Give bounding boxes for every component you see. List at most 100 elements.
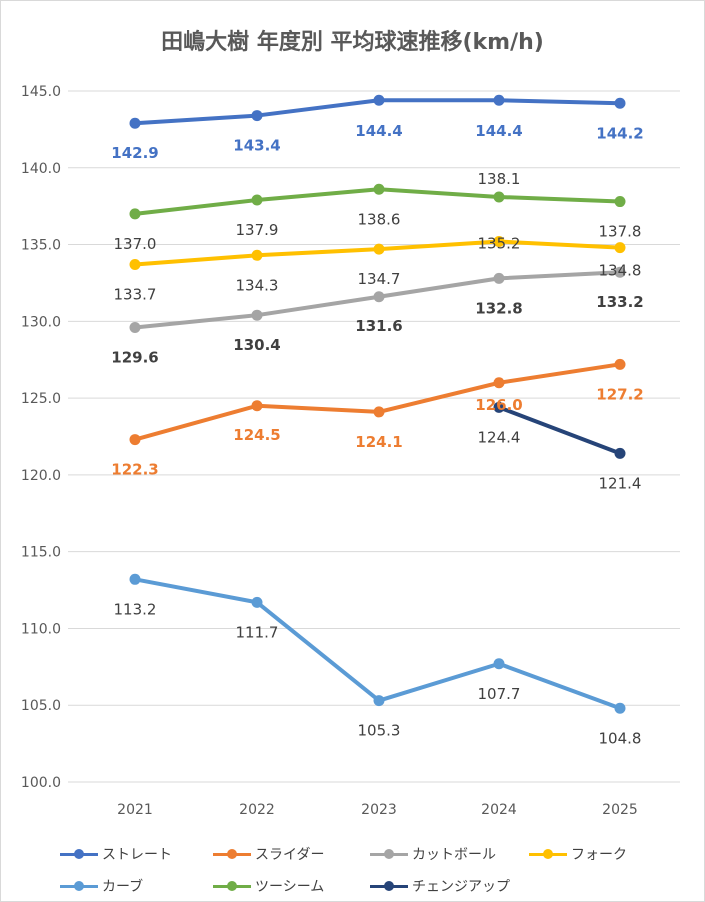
data-label: 138.6 — [358, 210, 401, 228]
data-label: 137.9 — [236, 221, 279, 239]
legend-swatch — [370, 880, 408, 892]
legend-label: チェンジアップ — [412, 879, 510, 895]
legend-swatch — [60, 880, 98, 892]
data-point — [614, 97, 626, 109]
legend-label: ツーシーム — [255, 879, 325, 895]
data-point — [614, 266, 626, 278]
data-point — [373, 94, 385, 106]
data-label: 124.1 — [355, 433, 402, 451]
data-point — [373, 183, 385, 195]
legend-swatch — [529, 848, 567, 860]
legend-swatch-marker — [227, 849, 237, 859]
data-label: 134.3 — [236, 276, 279, 294]
data-label: 142.9 — [111, 144, 158, 162]
legend-label: ストレート — [102, 847, 172, 863]
y-tick-label: 115.0 — [21, 545, 61, 561]
data-label: 138.1 — [478, 170, 521, 188]
data-label: 126.0 — [475, 396, 522, 414]
data-label: 137.8 — [599, 223, 642, 241]
legend-item: フォーク — [529, 844, 627, 864]
data-label: 133.7 — [114, 286, 157, 304]
data-label: 137.0 — [114, 235, 157, 253]
legend-item: ストレート — [60, 844, 172, 864]
data-label: 130.4 — [233, 336, 280, 354]
data-point — [373, 695, 385, 707]
data-label: 135.2 — [478, 234, 521, 252]
data-label: 111.7 — [236, 623, 279, 641]
y-tick-label: 105.0 — [21, 698, 61, 714]
legend-swatch-marker — [74, 849, 84, 859]
legend-swatch — [213, 880, 251, 892]
series-line-4 — [133, 577, 622, 711]
y-tick-label: 145.0 — [21, 84, 61, 100]
data-point — [251, 400, 263, 412]
line-chart: 100.0 105.0 110.0 115.0 120.0 125.0 130.0 135.0… — [21, 84, 680, 818]
data-point — [373, 243, 385, 255]
data-label: 132.8 — [475, 299, 522, 317]
legend-swatch — [60, 848, 98, 860]
y-tick-label: 140.0 — [21, 161, 61, 177]
data-point — [493, 401, 505, 413]
data-point — [493, 191, 505, 203]
data-point — [129, 259, 141, 271]
y-tick-label: 120.0 — [21, 468, 61, 484]
legend-label: フォーク — [571, 847, 627, 863]
legend-item: スライダー — [213, 844, 324, 864]
x-tick-label: 2025 — [602, 802, 638, 818]
x-tick-label: 2024 — [481, 802, 517, 818]
y-tick-label: 110.0 — [21, 621, 61, 637]
data-point — [251, 596, 263, 608]
data-label: 122.3 — [111, 461, 158, 479]
x-tick-label: 2022 — [239, 802, 275, 818]
data-label: 134.7 — [358, 270, 401, 288]
data-label: 133.2 — [596, 293, 643, 311]
data-label: 129.6 — [111, 348, 158, 366]
series-line-1 — [133, 362, 622, 442]
chart-legend: ストレート スライダー カットボール フォークカーブ ツーシーム チェンジアップ — [0, 836, 705, 896]
y-tick-label: 100.0 — [21, 775, 61, 791]
legend-swatch-marker — [227, 881, 237, 891]
y-tick-label: 135.0 — [21, 238, 61, 254]
data-label: 113.2 — [114, 600, 157, 618]
data-label: 127.2 — [596, 385, 643, 403]
legend-swatch-marker — [74, 881, 84, 891]
data-point — [614, 702, 626, 714]
y-tick-label: 130.0 — [21, 314, 61, 330]
data-label: 144.4 — [475, 122, 522, 140]
data-point — [493, 235, 505, 247]
data-point — [373, 406, 385, 418]
data-point — [493, 272, 505, 284]
legend-swatch — [213, 848, 251, 860]
legend-item: チェンジアップ — [370, 876, 510, 896]
data-point — [614, 242, 626, 254]
data-point — [129, 208, 141, 220]
data-point — [129, 573, 141, 585]
legend-label: スライダー — [255, 847, 325, 863]
x-tick-label: 2021 — [117, 802, 153, 818]
legend-item: カットボール — [370, 844, 496, 864]
data-point — [251, 194, 263, 206]
data-label: 104.8 — [599, 729, 642, 747]
data-point — [129, 117, 141, 129]
data-label: 134.8 — [599, 262, 642, 280]
data-point — [614, 358, 626, 370]
chart-title: 田嶋大樹 年度別 平均球速推移(km/h) — [161, 30, 544, 55]
data-label: 124.5 — [233, 426, 280, 444]
data-point — [251, 249, 263, 261]
y-tick-label: 125.0 — [21, 391, 61, 407]
x-tick-label: 2023 — [361, 802, 397, 818]
legend-swatch-marker — [384, 849, 394, 859]
legend-label: カーブ — [102, 879, 144, 895]
legend-swatch-marker — [543, 849, 553, 859]
data-point — [493, 658, 505, 670]
data-point — [129, 434, 141, 446]
legend-swatch — [370, 848, 408, 860]
legend-item: ツーシーム — [213, 876, 324, 896]
data-label: 121.4 — [599, 474, 642, 492]
data-point — [493, 94, 505, 106]
data-point — [373, 291, 385, 303]
data-point — [251, 309, 263, 321]
data-label: 107.7 — [478, 685, 521, 703]
legend-label: カットボール — [412, 847, 496, 863]
